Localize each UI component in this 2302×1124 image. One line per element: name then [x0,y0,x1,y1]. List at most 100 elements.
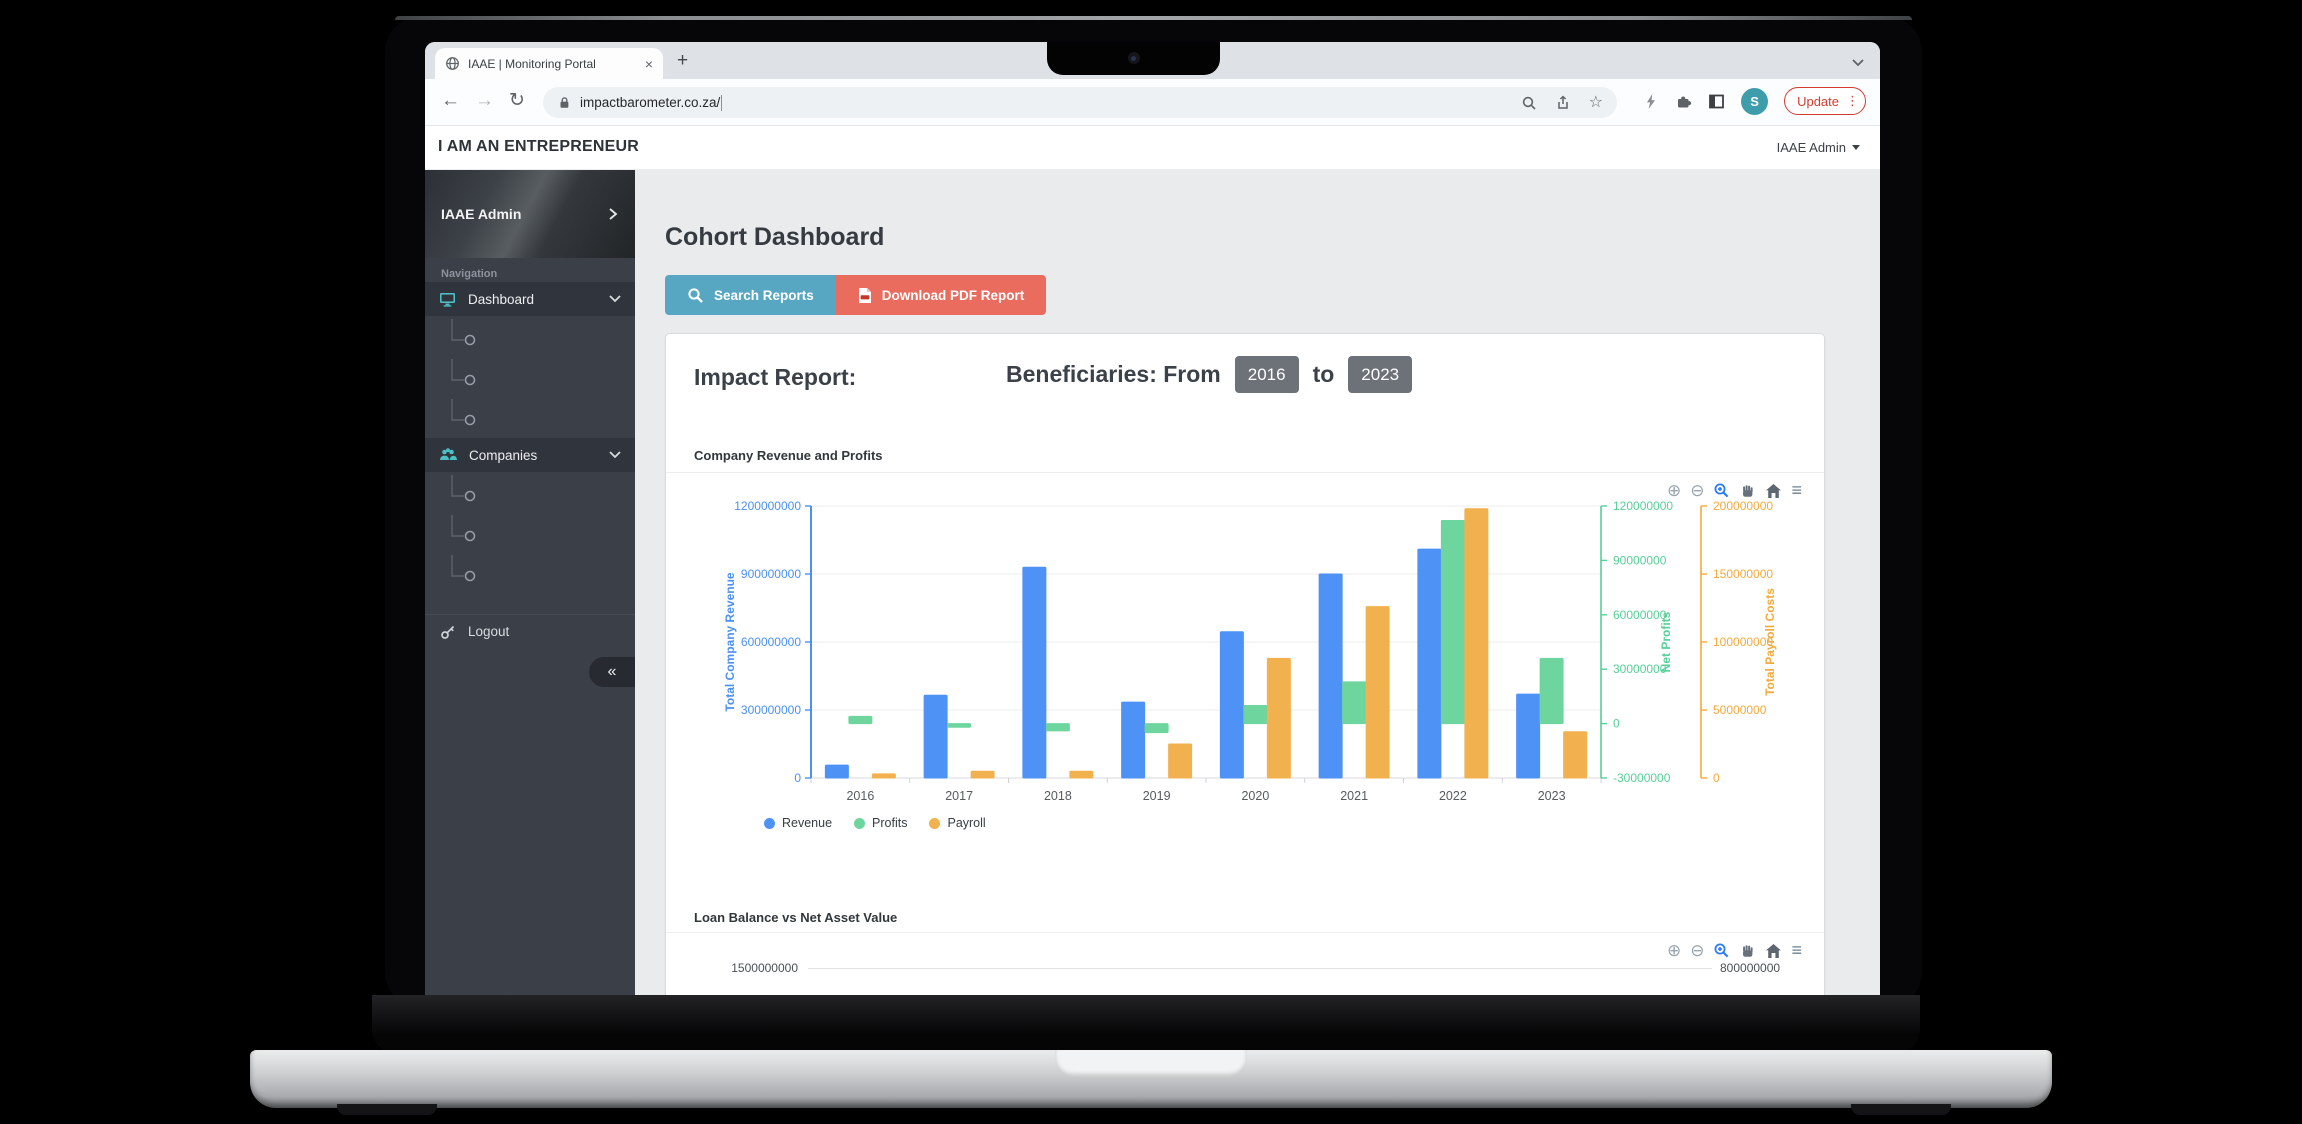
sidebar: IAAE Admin Navigation Dashboard [425,170,635,995]
sidebar-section-label: Navigation [441,268,498,280]
axis-tick-label: 60000000 [1613,608,1667,622]
reload-icon[interactable]: ↻ [509,90,525,111]
browser-update-button[interactable]: Update ⋮ [1784,87,1866,115]
selection-zoom-icon[interactable] [1713,482,1730,499]
zoom-out-icon[interactable]: ⊖ [1690,481,1705,500]
to-year-badge[interactable]: 2023 [1348,356,1413,393]
legend-marker [854,817,866,829]
bar-payroll-2019[interactable] [1168,743,1193,779]
legend-item-revenue[interactable]: Revenue [764,816,832,830]
webcam-icon [1127,52,1140,64]
browser-tab[interactable]: IAAE | Monitoring Portal × [435,48,663,79]
sidebar-collapse-button[interactable]: « [589,657,635,687]
update-label: Update [1797,93,1839,109]
home-reset-icon[interactable] [1765,483,1782,499]
key-icon [440,624,456,640]
bar-revenue-2016[interactable] [824,764,849,779]
bar-payroll-2023[interactable] [1563,731,1588,779]
chart2-title: Loan Balance vs Net Asset Value [694,910,898,925]
bar-revenue-2023[interactable] [1516,693,1541,779]
close-tab-icon[interactable]: × [644,55,653,72]
x-axis-label: 2018 [1044,789,1072,803]
bookmark-star-icon[interactable]: ☆ [1588,93,1603,111]
to-label: to [1312,361,1335,387]
tab-title: IAAE | Monitoring Portal [468,56,596,71]
back-icon[interactable]: ← [441,90,460,111]
bar-profits-2021[interactable] [1342,681,1367,725]
bar-payroll-2018[interactable] [1069,770,1094,779]
share-icon[interactable] [1555,95,1571,111]
bar-revenue-2021[interactable] [1318,573,1343,779]
sidebar-subitem[interactable] [425,512,635,552]
bar-payroll-2017[interactable] [970,770,995,779]
axis-tick-label: 1200000000 [734,499,801,513]
legend-item-profits[interactable]: Profits [854,816,907,830]
sidebar-subitem[interactable] [425,356,635,396]
sidebar-profile[interactable]: IAAE Admin [425,170,635,258]
side-panel-icon[interactable] [1708,93,1725,110]
chart1-title: Company Revenue and Profits [694,448,883,463]
bar-profits-2020[interactable] [1243,704,1268,725]
bar-payroll-2022[interactable] [1464,508,1489,779]
axis-tick-label: 90000000 [1613,553,1667,567]
download-pdf-button[interactable]: Download PDF Report [835,275,1047,315]
axis-tick-label: 200000000 [1713,499,1773,513]
bar-profits-2019[interactable] [1144,723,1169,734]
axis-tick-label: -30000000 [1613,771,1671,785]
bar-profits-2023[interactable] [1539,657,1564,725]
address-bar[interactable]: impactbarometer.co.za/ ☆ [543,87,1617,118]
forward-icon[interactable]: → [475,90,494,111]
zoom-in-icon[interactable]: ⊕ [1666,941,1682,960]
pan-hand-icon[interactable] [1739,943,1756,959]
sidebar-subitem[interactable] [425,552,635,592]
bar-profits-2017[interactable] [947,723,972,728]
sidebar-item-dashboard[interactable]: Dashboard [425,282,635,316]
legend-item-payroll[interactable]: Payroll [929,816,986,830]
url-text: impactbarometer.co.za/ [580,95,721,110]
home-reset-icon[interactable] [1765,943,1782,959]
zoom-out-icon[interactable]: ⊖ [1690,941,1705,960]
chart1-legend: Revenue Profits Payroll [764,816,986,830]
selection-zoom-icon[interactable] [1713,942,1730,959]
search-icon[interactable] [1521,95,1537,111]
chart2-toolbar: ⊕ ⊖ ≡ [1667,940,1802,961]
bar-profits-2022[interactable] [1440,520,1465,725]
profile-avatar[interactable]: S [1741,87,1769,115]
bar-revenue-2018[interactable] [1022,566,1047,779]
bar-revenue-2019[interactable] [1121,701,1146,779]
sidebar-subitem[interactable] [425,472,635,512]
bar-payroll-2016[interactable] [871,773,896,779]
camera-notch [1047,42,1220,75]
sidebar-subitem[interactable] [425,316,635,356]
chevron-down-icon [1852,145,1860,150]
zoom-in-icon[interactable]: ⊕ [1666,481,1682,500]
sidebar-subitem[interactable] [425,396,635,436]
sidebar-item-label: Logout [468,624,510,639]
lightning-icon[interactable] [1643,93,1659,110]
new-tab-button[interactable]: + [677,50,689,71]
laptop-base [250,1050,2052,1108]
sidebar-item-companies[interactable]: Companies [425,438,635,472]
account-dropdown[interactable]: IAAE Admin [1777,140,1860,155]
from-year-badge[interactable]: 2016 [1234,356,1299,393]
bar-payroll-2021[interactable] [1365,606,1390,779]
monitor-icon [439,292,456,307]
kebab-menu-icon[interactable]: ⋮ [1846,93,1859,108]
legend-label: Revenue [782,816,833,830]
browser-toolbar: ← → ↻ impactbarometer.co.za/ ☆ [425,79,1880,126]
chart-menu-icon[interactable]: ≡ [1791,940,1802,960]
sidebar-item-logout[interactable]: Logout [425,614,635,648]
bar-revenue-2017[interactable] [923,694,948,779]
axis-tick-label: 600000000 [741,635,801,649]
tab-search-chevron-icon[interactable] [1852,54,1864,72]
pan-hand-icon[interactable] [1739,483,1756,499]
bar-profits-2018[interactable] [1045,723,1070,732]
search-reports-button[interactable]: Search Reports [665,275,836,315]
bar-payroll-2020[interactable] [1266,657,1291,779]
bar-revenue-2020[interactable] [1219,631,1244,779]
bar-revenue-2022[interactable] [1417,548,1442,779]
bar-profits-2016[interactable] [848,715,873,725]
extensions-puzzle-icon[interactable] [1675,93,1692,110]
chart-menu-icon[interactable]: ≡ [1791,480,1802,500]
